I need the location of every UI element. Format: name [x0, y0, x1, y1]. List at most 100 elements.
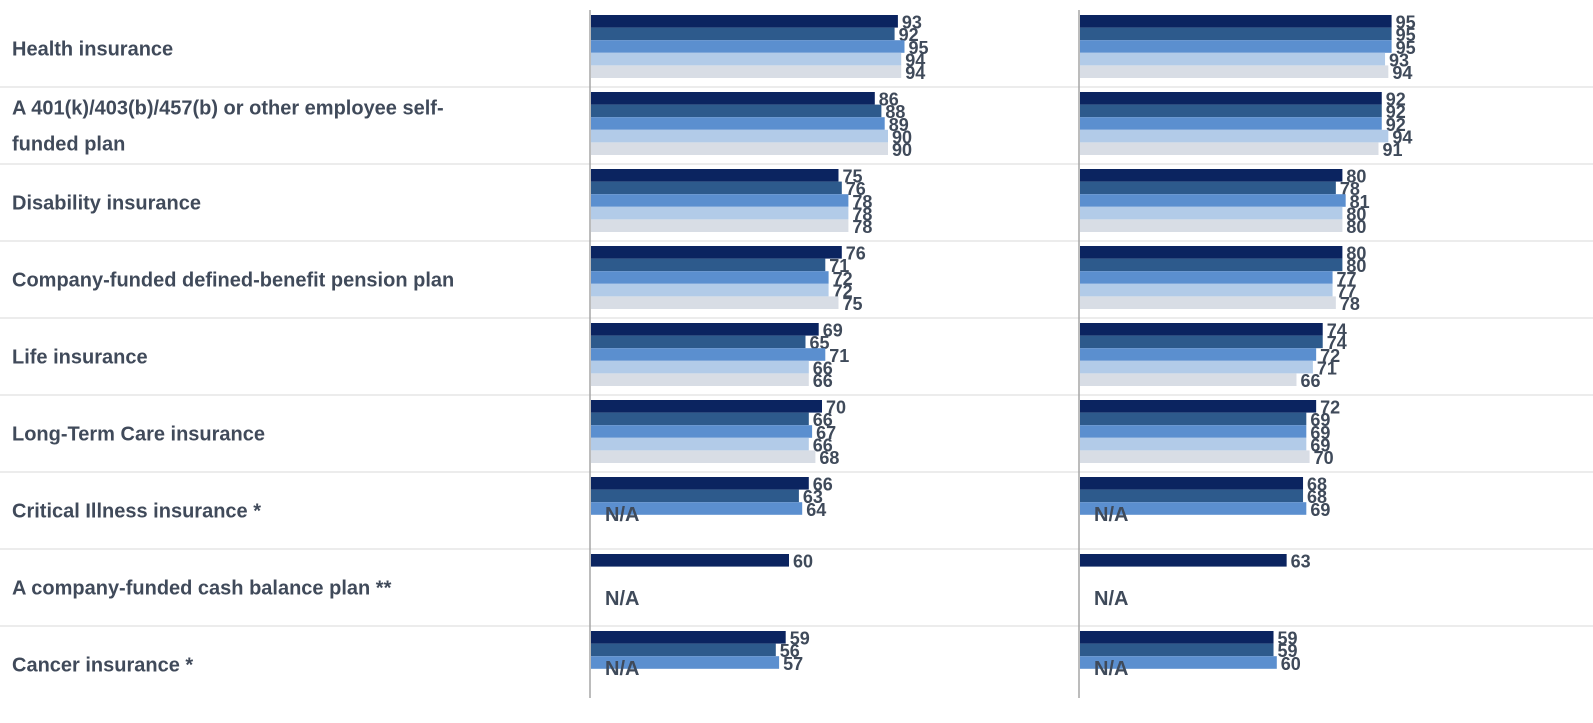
bar [591, 477, 809, 490]
data-label: 89 [889, 115, 909, 135]
bar [591, 296, 839, 309]
bar [1080, 554, 1287, 567]
data-label: 80 [1346, 204, 1366, 224]
data-label: 64 [806, 500, 826, 520]
data-label: 60 [793, 552, 813, 572]
data-label: 66 [813, 435, 833, 455]
na-label: N/A [1094, 658, 1128, 680]
bar [1080, 117, 1382, 130]
bar [1080, 412, 1307, 426]
bar [1080, 104, 1382, 118]
bar [1080, 489, 1304, 503]
bar [1080, 477, 1304, 490]
bar [1080, 450, 1310, 463]
data-label: 75 [843, 167, 863, 187]
category-label: Cancer insurance * [12, 655, 193, 677]
data-label: 69 [1310, 435, 1330, 455]
data-label: 76 [846, 179, 866, 199]
na-label: N/A [605, 504, 639, 526]
bar [591, 169, 839, 182]
bar [591, 27, 895, 41]
bar [591, 400, 822, 413]
data-label: 78 [852, 217, 872, 237]
data-label: 95 [1396, 13, 1416, 33]
data-label: 59 [790, 629, 810, 649]
data-label: 59 [1278, 641, 1298, 661]
data-label: 68 [1307, 487, 1327, 507]
bar [1080, 425, 1307, 438]
bar [591, 502, 803, 515]
bar [1080, 373, 1297, 386]
na-label: N/A [1094, 504, 1128, 526]
na-label: N/A [605, 658, 639, 680]
data-label: 66 [813, 410, 833, 430]
data-label: 69 [1310, 500, 1330, 520]
bar [1080, 142, 1379, 155]
category-label: Long-Term Care insurance [12, 424, 265, 446]
bar [1080, 656, 1277, 669]
data-label: 92 [1386, 90, 1406, 110]
category-label: Life insurance [12, 347, 148, 369]
bar [591, 206, 849, 220]
bar [1080, 283, 1333, 297]
bar [591, 412, 809, 426]
bar [591, 117, 885, 130]
data-label: 70 [826, 398, 846, 418]
bar [1080, 437, 1307, 451]
bar [591, 335, 806, 349]
data-label: 95 [1396, 38, 1416, 58]
bar [1080, 15, 1392, 28]
category-label: Health insurance [12, 39, 173, 61]
na-label: N/A [605, 588, 639, 610]
bar [591, 104, 882, 118]
bar [591, 219, 849, 232]
data-label: 80 [1346, 167, 1366, 187]
bar [1080, 129, 1389, 143]
bar [1080, 400, 1317, 413]
category-label: Company-funded defined-benefit pension p… [12, 270, 454, 292]
bar [591, 450, 816, 463]
bar [591, 489, 799, 503]
data-label: 68 [819, 448, 839, 468]
data-label: 88 [885, 102, 905, 122]
bar [591, 360, 809, 374]
data-label: 63 [803, 487, 823, 507]
bar [591, 246, 842, 259]
data-label: 90 [892, 127, 912, 147]
bar [1080, 631, 1274, 644]
bar [591, 271, 829, 284]
bar [1080, 271, 1333, 284]
data-label: 95 [909, 38, 929, 58]
data-label: 59 [1278, 629, 1298, 649]
data-label: 94 [1392, 63, 1412, 83]
bar [1080, 92, 1382, 105]
bar [1080, 194, 1346, 207]
bar [591, 194, 849, 207]
data-label: 56 [780, 641, 800, 661]
data-label: 71 [829, 256, 849, 276]
na-label: N/A [1094, 588, 1128, 610]
bar [1080, 246, 1343, 259]
bar [591, 142, 888, 155]
data-label: 94 [905, 63, 925, 83]
data-label: 71 [1317, 358, 1337, 378]
category-label: Critical Illness insurance * [12, 501, 261, 523]
bar [1080, 643, 1274, 657]
bar [1080, 65, 1389, 78]
bar [1080, 169, 1343, 182]
bar [1080, 335, 1323, 349]
data-label: 78 [1340, 294, 1360, 314]
data-label: 60 [1281, 654, 1301, 674]
bar [591, 92, 875, 105]
bar [591, 425, 813, 438]
bar [591, 181, 842, 195]
bar [1080, 206, 1343, 220]
data-label: 69 [823, 321, 843, 341]
bar [591, 15, 898, 28]
bar [1080, 219, 1343, 232]
data-label: 86 [879, 90, 899, 110]
data-label: 78 [852, 204, 872, 224]
bar [591, 129, 888, 143]
data-label: 81 [1350, 192, 1370, 212]
bar [591, 258, 826, 272]
